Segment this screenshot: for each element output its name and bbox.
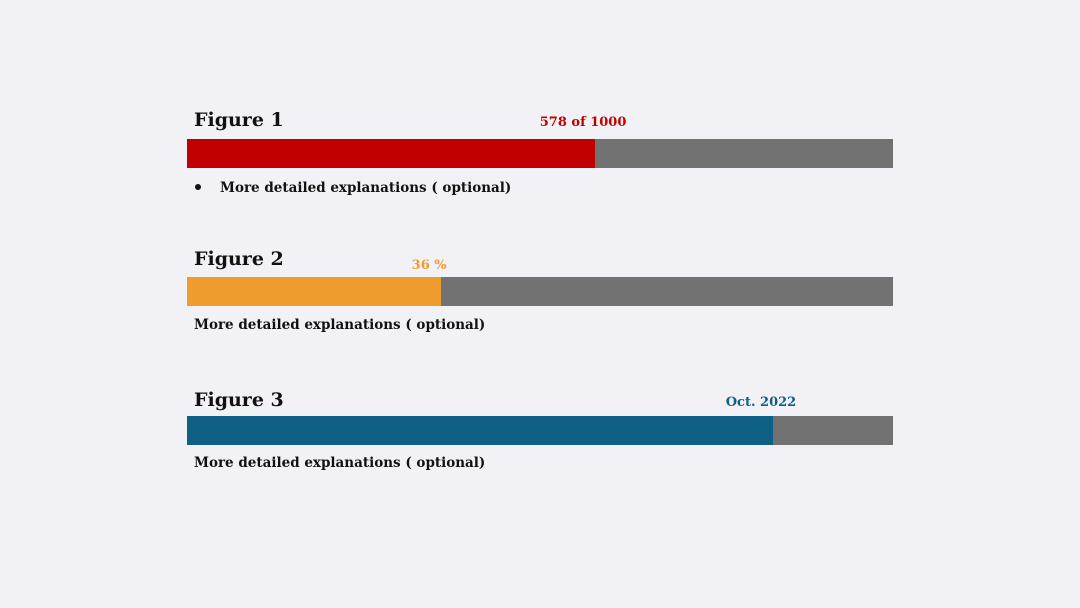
figure-2: Figure 2 36 % More detailed explanations… bbox=[187, 248, 893, 338]
figure-3: Figure 3 Oct. 2022 More detailed explana… bbox=[187, 389, 893, 479]
figure-3-bar-track bbox=[187, 416, 893, 445]
figure-2-value-label: 36 % bbox=[411, 258, 447, 273]
figure-2-title: Figure 2 bbox=[194, 248, 284, 270]
figure-2-bar-track bbox=[187, 277, 893, 306]
figure-1-note: More detailed explanations ( optional) bbox=[220, 180, 512, 196]
figure-1-note-bullet bbox=[195, 184, 201, 190]
figure-3-value-label: Oct. 2022 bbox=[725, 395, 797, 410]
figure-1-title: Figure 1 bbox=[194, 109, 284, 131]
figure-2-note: More detailed explanations ( optional) bbox=[194, 317, 486, 333]
figure-1-bar-fill bbox=[187, 139, 595, 168]
figure-3-bar-fill bbox=[187, 416, 773, 445]
figure-3-note: More detailed explanations ( optional) bbox=[194, 455, 486, 471]
figure-2-bar-fill bbox=[187, 277, 441, 306]
figure-1: Figure 1 578 of 1000 More detailed expla… bbox=[187, 109, 893, 199]
figure-3-title: Figure 3 bbox=[194, 389, 284, 411]
figure-1-value-label: 578 of 1000 bbox=[539, 115, 627, 130]
figure-1-bar-track bbox=[187, 139, 893, 168]
